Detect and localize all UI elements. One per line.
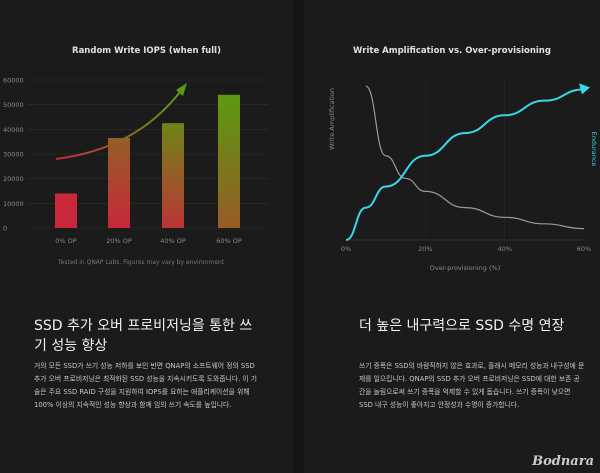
test-note: Tested in QNAP Labs. Figures may vary by…: [58, 259, 225, 266]
bar: [108, 137, 130, 228]
y-axis-label-left: Write Amplification: [328, 88, 336, 150]
watermark-logo: Bodnara: [532, 454, 594, 469]
x-tick-label: 40%: [497, 245, 511, 253]
left-heading: SSD 추가 오버 프로비저닝을 통한 쓰기 성능 향상: [34, 318, 253, 354]
wa-chart-title: Write Amplification vs. Over-provisionin…: [353, 46, 551, 56]
trend-arrow-head: [176, 83, 187, 96]
x-tick-label: 60% OP: [216, 237, 242, 245]
bar: [55, 193, 77, 228]
left-body: 거의 모든 SSD가 쓰기 성능 저하를 보인 반면 QNAP의 소프트웨어 정…: [34, 362, 258, 409]
x-tick-label: 20%: [418, 245, 432, 253]
x-tick-label: 0% OP: [55, 237, 76, 245]
endurance-line: [345, 88, 585, 241]
trend-arrow: [55, 91, 181, 160]
y-tick-label: 50000: [3, 101, 24, 109]
right-body: 쓰기 증폭은 SSD의 바람직하지 않은 효과로, 플래시 메모리 성능과 내구…: [359, 362, 585, 409]
bar: [218, 94, 240, 228]
y-tick-label: 60000: [3, 77, 24, 85]
bar: [162, 123, 184, 228]
y-tick-label: 10000: [3, 200, 24, 208]
right-heading: 더 높은 내구력으로 SSD 수명 연장: [359, 318, 565, 334]
y-axis-label-right: Endurance: [590, 132, 598, 167]
x-tick-label: 60%: [577, 245, 591, 253]
right-panel: Write Amplification vs. Over-provisionin…: [304, 0, 600, 473]
x-tick-label: 0%: [341, 245, 351, 253]
iops-chart-title: Random Write IOPS (when full): [72, 46, 221, 56]
endurance-arrow-head: [579, 83, 590, 95]
left-panel: Random Write IOPS (when full) 0 10000 2000…: [0, 0, 293, 473]
y-tick-label: 20000: [3, 175, 24, 183]
iops-chart: 0 10000 20000 30000 40000 50000 60000 0% OP 20% …: [3, 77, 268, 245]
y-tick-label: 30000: [3, 151, 24, 159]
y-tick-label: 40000: [3, 126, 24, 134]
write-amplification-chart: 0% 20% 40% 60% Over-provisioning (%) Write Am…: [328, 78, 598, 272]
x-tick-label: 20% OP: [106, 237, 132, 245]
y-tick-label: 0: [3, 225, 7, 233]
x-axis-label: Over-provisioning (%): [430, 264, 501, 272]
x-tick-label: 40% OP: [160, 237, 186, 245]
write-amplification-line: [365, 85, 585, 230]
